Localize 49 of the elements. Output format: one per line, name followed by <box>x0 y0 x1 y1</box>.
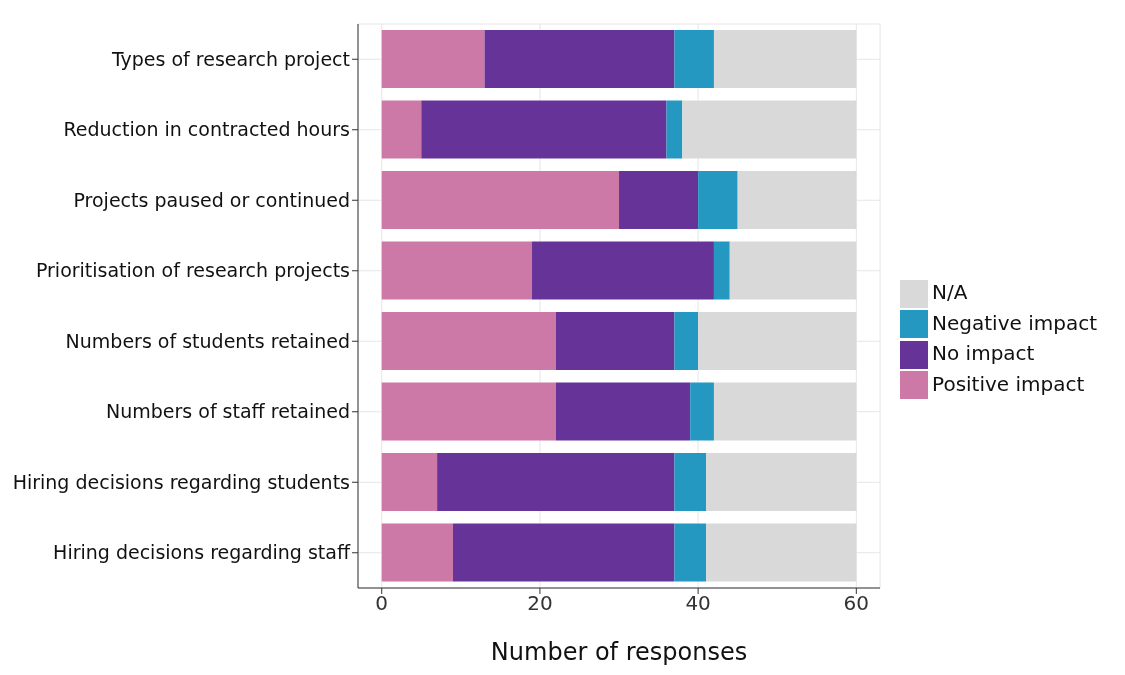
bar <box>421 100 667 159</box>
bar <box>729 241 857 300</box>
bar <box>690 382 714 441</box>
legend-label: No impact <box>932 341 1035 365</box>
bar <box>381 453 438 511</box>
x-axis-title: Number of responses <box>490 638 748 666</box>
bar <box>381 171 620 229</box>
bar <box>713 30 857 88</box>
bar <box>713 382 857 441</box>
bar <box>437 453 675 511</box>
legend-label: Positive impact <box>932 371 1085 396</box>
x-tick-label: 40 <box>685 591 711 616</box>
bar <box>484 30 675 88</box>
bar <box>619 171 699 229</box>
bar <box>674 30 714 88</box>
bar <box>452 523 675 582</box>
y-tick-label: Numbers of students retained <box>65 329 350 352</box>
bar <box>381 241 533 300</box>
bar <box>674 453 707 511</box>
bar <box>666 100 683 159</box>
bar <box>713 241 730 300</box>
bar <box>381 523 453 582</box>
bar <box>737 171 857 229</box>
bar <box>698 312 857 370</box>
y-tick-label: Types of research project <box>110 47 350 70</box>
x-tick-label: 0 <box>375 591 389 616</box>
bar <box>381 312 556 370</box>
legend-label: N/A <box>932 280 968 304</box>
y-tick-label: Reduction in contracted hours <box>63 118 350 141</box>
y-tick-label: Hiring decisions regarding staff <box>53 541 351 564</box>
y-tick-label: Hiring decisions regarding students <box>12 470 350 493</box>
bar <box>555 312 675 370</box>
bar <box>674 523 707 582</box>
y-tick-label: Numbers of staff retained <box>106 400 350 423</box>
bar <box>532 241 714 300</box>
y-tick-label: Prioritisation of research projects <box>35 259 350 282</box>
x-tick-label: 60 <box>843 591 870 616</box>
bar <box>381 382 556 441</box>
bar <box>706 523 857 582</box>
bar <box>381 30 485 88</box>
x-tick-label: 20 <box>527 591 553 616</box>
y-tick-label: Projects paused or continued <box>73 188 350 211</box>
bar <box>381 100 422 159</box>
bar <box>706 453 857 511</box>
bar <box>698 171 738 229</box>
bar <box>682 100 857 159</box>
legend-label: Negative impact <box>932 310 1097 335</box>
bar <box>555 382 691 441</box>
bar <box>674 312 699 370</box>
